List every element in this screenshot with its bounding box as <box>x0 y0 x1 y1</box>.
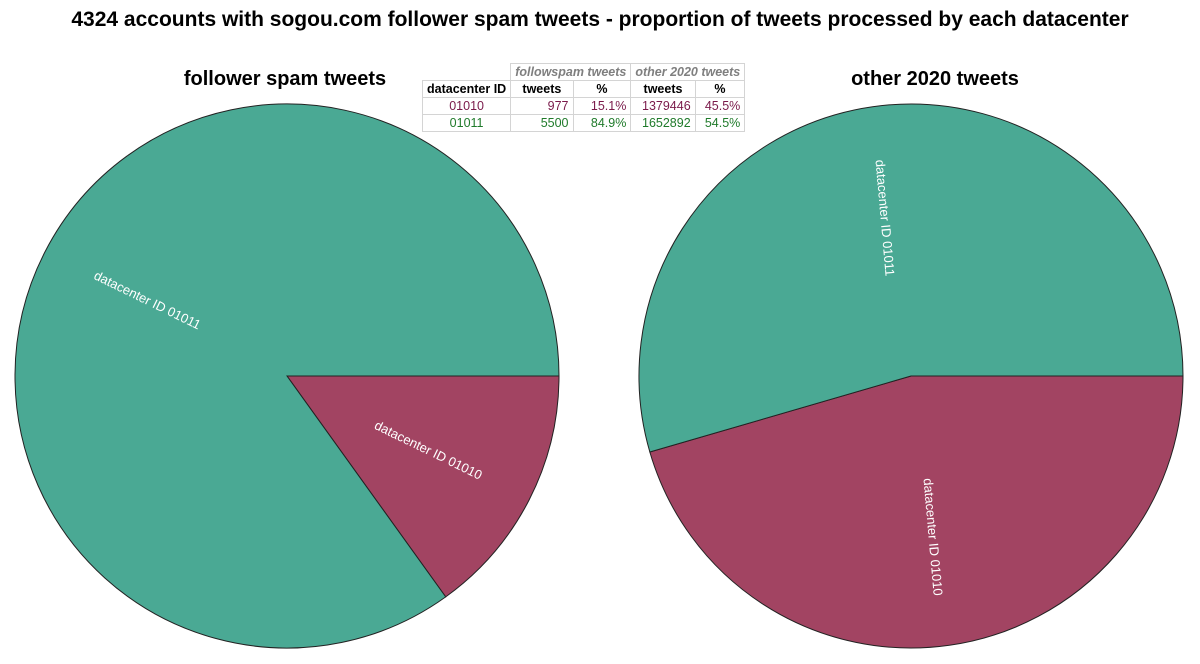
table-col-header-spam-pct: % <box>572 80 632 98</box>
pie-slice <box>638 103 1184 453</box>
table-group-header-row: followspam tweets other 2020 tweets <box>421 63 746 81</box>
pie-title-follower-spam: follower spam tweets <box>183 68 387 90</box>
table-cell-other-pct: 54.5% <box>694 114 746 132</box>
summary-table: followspam tweets other 2020 tweets data… <box>421 63 746 132</box>
table-col-header-spam-tweets: tweets <box>510 80 574 98</box>
table-cell-other-tweets: 1652892 <box>630 114 696 132</box>
table-col-header-datacenter: datacenter ID <box>421 80 512 98</box>
table-col-header-other-tweets: tweets <box>630 80 696 98</box>
table-cell-spam-pct: 84.9% <box>572 114 632 132</box>
pie-slice <box>649 375 1184 649</box>
table-group-header-followspam: followspam tweets <box>510 63 632 81</box>
table-column-header-row: datacenter ID tweets % tweets % <box>421 80 746 98</box>
chart-title: 4324 accounts with sogou.com follower sp… <box>71 8 1129 31</box>
table-cell-spam-tweets: 977 <box>510 97 574 115</box>
table-row: 01011 5500 84.9% 1652892 54.5% <box>421 114 746 132</box>
table-blank-header <box>421 63 512 81</box>
table-group-header-other: other 2020 tweets <box>630 63 746 81</box>
table-row: 01010 977 15.1% 1379446 45.5% <box>421 97 746 115</box>
table-cell-id: 01010 <box>421 97 512 115</box>
pie-slice <box>14 103 560 649</box>
table-cell-other-tweets: 1379446 <box>630 97 696 115</box>
table-cell-spam-pct: 15.1% <box>572 97 632 115</box>
table-cell-id: 01011 <box>421 114 512 132</box>
table-cell-other-pct: 45.5% <box>694 97 746 115</box>
pie-title-other-2020: other 2020 tweets <box>851 68 1019 90</box>
pie-slice <box>286 375 560 598</box>
table-cell-spam-tweets: 5500 <box>510 114 574 132</box>
table-col-header-other-pct: % <box>694 80 746 98</box>
